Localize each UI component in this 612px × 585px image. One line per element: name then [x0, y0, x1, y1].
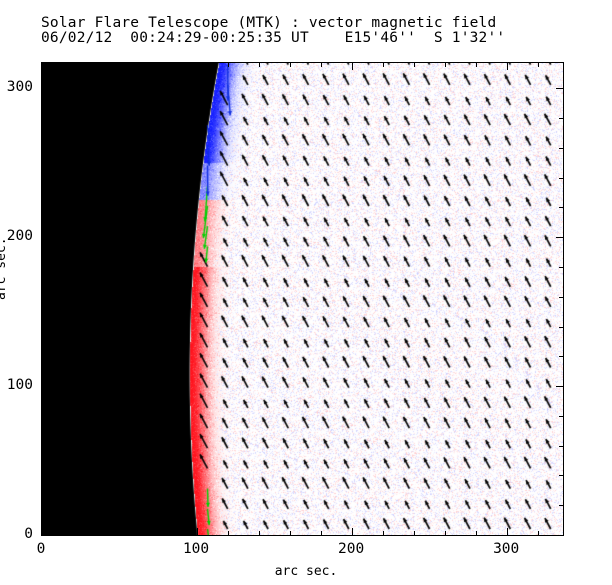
- y-axis-tick: [42, 178, 46, 179]
- chart-title-block: Solar Flare Telescope (MTK) : vector mag…: [41, 16, 601, 46]
- y-axis-tick-right: [559, 446, 563, 447]
- x-axis-tick-top: [259, 63, 260, 67]
- y-axis-tick: [42, 118, 46, 119]
- x-axis-tick-top: [445, 63, 446, 67]
- x-axis-tick: [414, 531, 415, 535]
- x-axis-tick: [135, 531, 136, 535]
- x-axis-tick: [197, 528, 198, 535]
- y-axis-tick: [42, 297, 46, 298]
- y-axis-tick-right: [556, 535, 563, 536]
- x-axis-tick-top: [228, 63, 229, 67]
- y-axis-tick-right: [559, 475, 563, 476]
- y-axis-tick-label: 100: [6, 377, 33, 394]
- y-axis-tick: [42, 505, 46, 506]
- x-axis-tick-top: [42, 63, 43, 70]
- y-axis-tick-right: [559, 505, 563, 506]
- x-axis-tick-top: [538, 63, 539, 67]
- x-axis-tick: [42, 528, 43, 535]
- y-axis-tick-right: [559, 178, 563, 179]
- x-axis-tick-label: 0: [36, 541, 46, 557]
- y-axis-tick: [42, 237, 49, 238]
- x-axis-tick: [476, 531, 477, 535]
- y-axis-title: arc sec.: [0, 237, 9, 300]
- y-axis-tick-right: [559, 327, 563, 328]
- x-axis-title: arc sec.: [274, 564, 338, 579]
- y-axis-tick: [42, 356, 46, 357]
- x-axis-tick-top: [321, 63, 322, 67]
- y-axis-tick: [42, 267, 46, 268]
- y-axis-tick: [42, 386, 49, 387]
- x-axis-tick: [321, 531, 322, 535]
- x-axis-tick-top: [414, 63, 415, 67]
- x-axis-tick-top: [166, 63, 167, 67]
- y-axis-tick: [42, 88, 49, 89]
- x-axis-tick: [383, 531, 384, 535]
- y-axis-tick-label: 0: [24, 526, 33, 542]
- x-axis-tick: [259, 531, 260, 535]
- x-axis-tick-top: [73, 63, 74, 67]
- y-axis-tick-right: [559, 416, 563, 417]
- x-axis-tick-label: 300: [493, 541, 520, 557]
- y-axis-tick-right: [559, 297, 563, 298]
- y-axis-tick-label: 300: [6, 79, 33, 96]
- y-axis-tick-right: [559, 207, 563, 208]
- y-axis-tick-right: [556, 386, 563, 387]
- x-axis-tick-top: [197, 63, 198, 70]
- y-axis-tick: [42, 446, 46, 447]
- y-axis-tick-right: [559, 267, 563, 268]
- x-axis-tick: [166, 531, 167, 535]
- x-axis-tick-top: [104, 63, 105, 67]
- y-axis-tick-right: [559, 356, 563, 357]
- plot-area: [42, 63, 563, 535]
- x-axis-tick: [73, 531, 74, 535]
- x-axis-tick-label: 200: [338, 541, 365, 557]
- y-axis-tick: [42, 535, 49, 536]
- y-axis-tick: [42, 475, 46, 476]
- x-axis-tick: [507, 528, 508, 535]
- x-axis-tick-top: [290, 63, 291, 67]
- x-axis-tick-top: [476, 63, 477, 67]
- x-axis-tick: [228, 531, 229, 535]
- chart-title: Solar Flare Telescope (MTK) : vector mag…: [41, 15, 497, 31]
- y-axis-tick-right: [559, 118, 563, 119]
- x-axis-tick: [352, 528, 353, 535]
- y-axis-tick: [42, 416, 46, 417]
- y-axis-tick-right: [559, 148, 563, 149]
- x-axis-tick-top: [352, 63, 353, 70]
- y-axis-tick-label: 200: [6, 228, 33, 245]
- x-axis-tick-top: [383, 63, 384, 67]
- y-axis-tick: [42, 207, 46, 208]
- chart-subtitle: 06/02/12 00:24:29-00:25:35 UT E15'46'' S…: [41, 30, 506, 46]
- y-axis-tick: [42, 148, 46, 149]
- y-axis-tick-right: [556, 237, 563, 238]
- vector-field-overlay: [42, 63, 563, 535]
- y-axis-tick: [42, 327, 46, 328]
- x-axis-tick: [104, 531, 105, 535]
- x-axis-tick: [538, 531, 539, 535]
- x-axis-tick: [445, 531, 446, 535]
- x-axis-tick-label: 100: [182, 541, 210, 557]
- y-axis-tick-right: [556, 88, 563, 89]
- x-axis-tick: [290, 531, 291, 535]
- x-axis-tick-top: [507, 63, 508, 70]
- plot-frame: [41, 62, 564, 536]
- x-axis-tick-top: [135, 63, 136, 67]
